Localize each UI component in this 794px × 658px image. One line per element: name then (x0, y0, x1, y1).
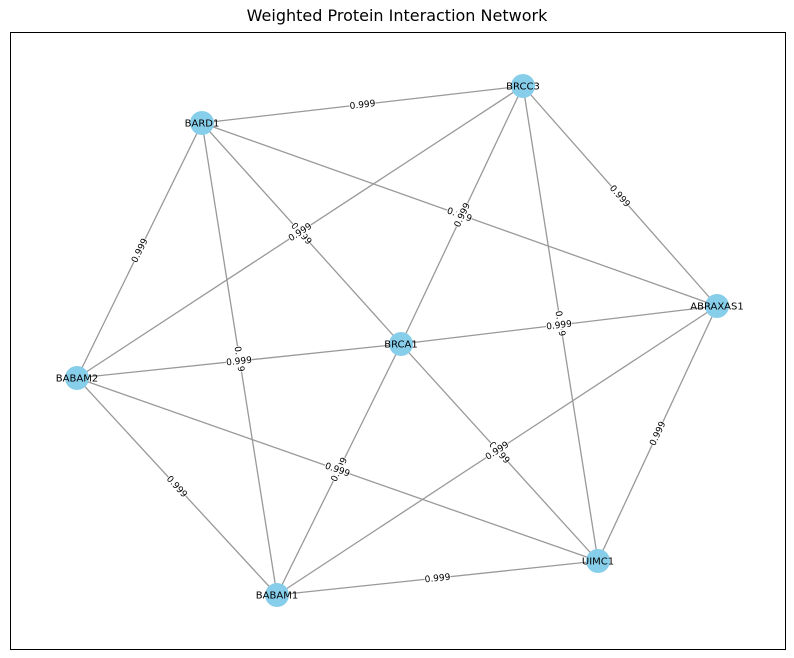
edge-label-group: 0.999 (225, 353, 253, 369)
node-label-bard1: BARD1 (185, 119, 220, 130)
edge-label-background (225, 353, 253, 368)
node-label-brca1: BRCA1 (384, 340, 418, 351)
edge-label-group: 0.999 (128, 236, 151, 265)
edge-weight-label: 0.999 (546, 319, 573, 332)
edge-label-background (607, 182, 634, 210)
edge-label-group: 0.999 (545, 317, 573, 332)
node-label-abraxas1: ABRAXAS1 (690, 302, 744, 313)
edge-label-background (646, 419, 668, 448)
edge-weight-label: 0.999 (424, 573, 451, 586)
edge-labels-layer: 0.9990.9990.9990.9990.9990.9990.9990.999… (128, 97, 669, 586)
edge-label-background (164, 472, 191, 500)
edge-label-background (545, 317, 573, 332)
node-babam1[interactable] (265, 583, 289, 607)
edge-label-background (451, 200, 473, 229)
node-uimc1[interactable] (586, 549, 610, 573)
node-label-babam1: BABAM1 (256, 591, 298, 602)
node-bard1[interactable] (190, 111, 214, 135)
edge-label-group: 0.999 (646, 419, 669, 448)
node-brca1[interactable] (389, 332, 413, 356)
node-label-uimc1: UIMC1 (582, 557, 614, 568)
nodes-layer: BRCA1 BARD1 BRCC3 ABRAXAS1 UIMC1 BABAM1 BABAM2 (56, 74, 744, 607)
edge-label-group: 0.999 (348, 97, 376, 112)
edge-weight-label: 0.999 (349, 99, 376, 112)
edge-label-background (128, 236, 150, 265)
plot-frame (10, 32, 786, 650)
node-brcc3[interactable] (511, 74, 535, 98)
edge-label-background (348, 97, 376, 111)
edge-label-background (423, 570, 451, 585)
node-babam2[interactable] (65, 366, 89, 390)
edge-weight-label: 0.999 (226, 356, 253, 369)
node-label-babam2: BABAM2 (56, 374, 98, 385)
node-label-brcc3: BRCC3 (506, 82, 540, 93)
edge-label-background (323, 459, 352, 479)
chart-title: Weighted Protein Interaction Network (246, 6, 548, 25)
node-abraxas1[interactable] (705, 294, 729, 318)
edge-label-group: 0.999 (423, 570, 451, 586)
edge-label-background (482, 438, 511, 462)
edge-label-background (285, 219, 314, 244)
